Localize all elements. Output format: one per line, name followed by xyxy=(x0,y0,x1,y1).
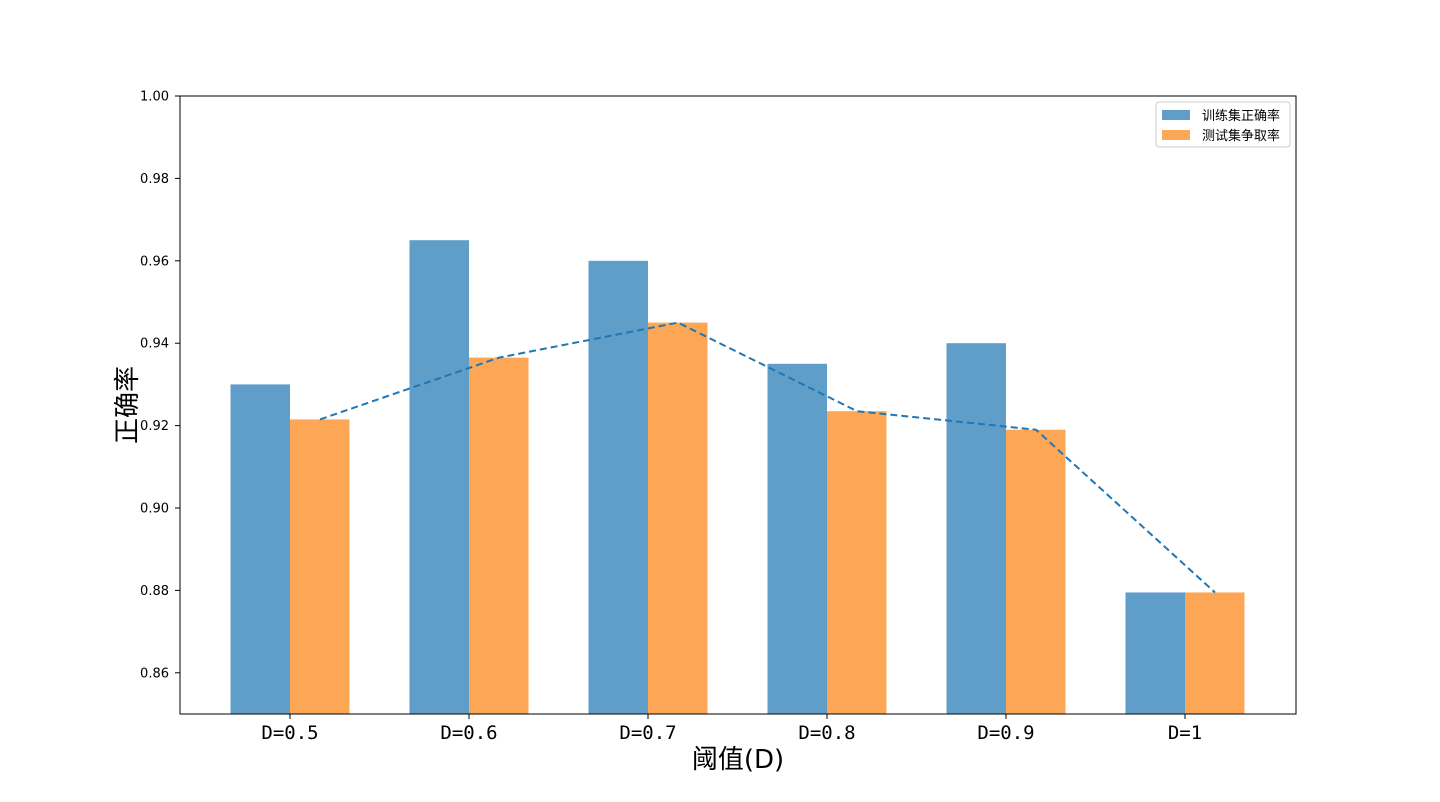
bar-series-2-5 xyxy=(1006,429,1066,714)
bar-series-2-6 xyxy=(1185,592,1245,714)
x-axis-ticks: D=0.5 D=0.6 D=0.7 D=0.8 D=0.9 D=1 xyxy=(261,714,1202,744)
x-tick-label: D=1 xyxy=(1168,722,1202,744)
y-tick-label: 0.92 xyxy=(140,419,169,434)
legend-swatch-2 xyxy=(1162,130,1190,140)
y-tick-label: 0.86 xyxy=(140,666,169,681)
legend-label-2: 测试集争取率 xyxy=(1202,128,1280,144)
bar-series-1-6 xyxy=(1125,592,1185,714)
x-tick-label: D=0.5 xyxy=(261,722,318,744)
bar-series-2-2 xyxy=(469,357,529,714)
y-tick-label: 0.88 xyxy=(140,584,169,599)
legend-label-1: 训练集正确率 xyxy=(1202,108,1280,124)
x-tick-label: D=0.6 xyxy=(440,722,497,744)
y-tick-label: 0.90 xyxy=(140,502,169,517)
bar-series-1-1 xyxy=(230,384,290,714)
y-axis-label: 正确率 xyxy=(113,366,143,444)
y-axis-ticks: 0.86 0.88 0.90 0.92 0.94 0.96 0.98 1.00 xyxy=(140,90,180,681)
y-tick-label: 0.98 xyxy=(140,172,169,187)
bar-series-1-5 xyxy=(946,343,1006,714)
plot-frame xyxy=(179,95,1297,715)
x-tick-label: D=0.7 xyxy=(619,722,676,744)
x-axis-label: 阈值(D) xyxy=(692,745,784,775)
bar-series-2-1 xyxy=(290,419,350,714)
y-tick-label: 0.94 xyxy=(140,337,169,352)
y-tick-label: 1.00 xyxy=(140,90,169,105)
bar-series-1-4 xyxy=(767,363,827,714)
bar-series-2-4 xyxy=(827,411,887,714)
bar-series-2-3 xyxy=(648,322,708,714)
bars-layer xyxy=(230,240,1245,714)
trend-line-layer xyxy=(319,321,1216,594)
y-tick-label: 0.96 xyxy=(140,254,169,269)
bar-series-1-2 xyxy=(409,240,469,714)
bar-series-1-3 xyxy=(588,260,648,714)
legend-swatch-1 xyxy=(1162,110,1190,120)
x-tick-label: D=0.8 xyxy=(798,722,855,744)
trend-line xyxy=(319,321,1216,594)
x-tick-label: D=0.9 xyxy=(977,722,1034,744)
